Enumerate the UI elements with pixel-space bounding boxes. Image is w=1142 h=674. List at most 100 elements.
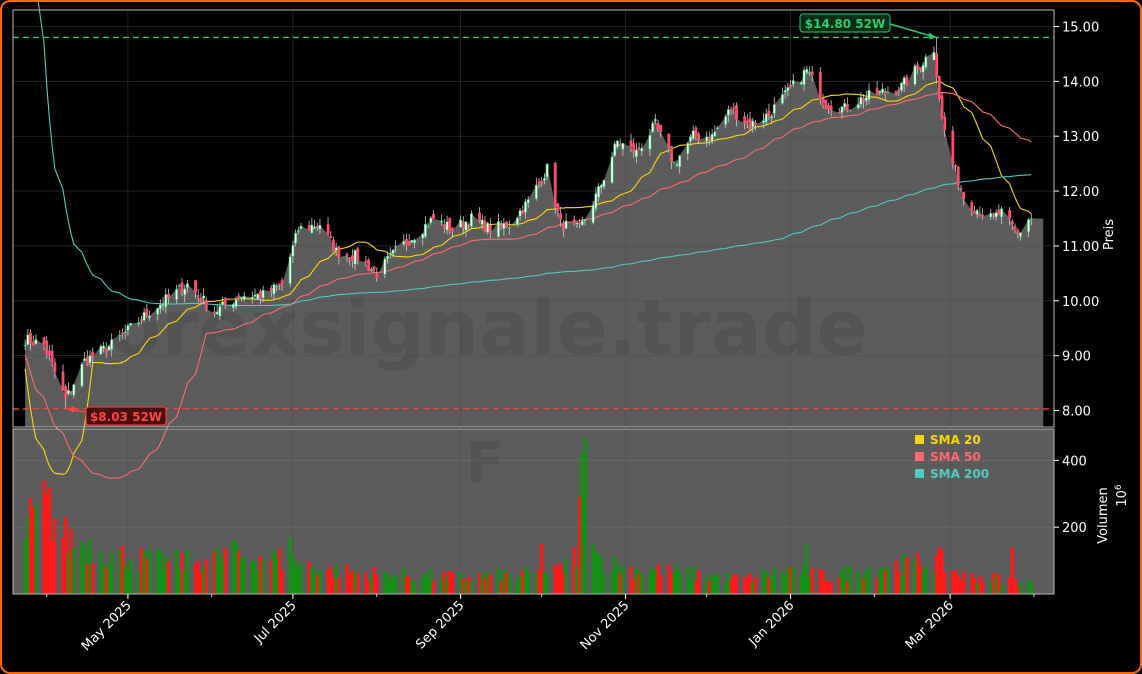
volume-bar <box>629 566 633 594</box>
candle <box>837 107 841 114</box>
volume-bar <box>694 580 698 594</box>
volume-bar <box>745 577 749 594</box>
candle <box>572 215 576 226</box>
candle <box>772 97 776 118</box>
volume-bar <box>467 576 471 594</box>
candle <box>129 323 133 327</box>
volume-bar <box>421 576 425 594</box>
candle-body <box>223 298 227 306</box>
candle <box>637 142 641 151</box>
price-panel-border <box>12 9 1055 428</box>
candle <box>486 221 490 235</box>
volume-bar <box>220 556 225 594</box>
candle <box>280 277 284 291</box>
volume-bar <box>542 572 547 594</box>
candle-body <box>1010 221 1014 225</box>
candle <box>175 285 178 304</box>
candle-body <box>640 148 644 152</box>
volume-bar <box>1016 586 1020 594</box>
volume-bar <box>215 547 219 594</box>
volume-bar <box>905 557 909 594</box>
volume-bar <box>564 559 568 594</box>
candle <box>459 215 462 228</box>
candle <box>394 240 398 253</box>
candle-body <box>426 226 430 228</box>
candle-body <box>102 345 105 349</box>
candle-body <box>613 143 617 157</box>
volume-bar <box>299 565 303 594</box>
price-area <box>25 52 1044 428</box>
volume-bar <box>864 570 868 594</box>
candle-body <box>451 227 454 232</box>
candle <box>867 83 871 105</box>
candle <box>559 207 563 227</box>
volume-bar <box>767 577 771 594</box>
candle <box>448 217 452 235</box>
candle-body <box>413 239 417 244</box>
candle-body <box>656 122 660 130</box>
candle-body <box>123 331 127 334</box>
candle-body <box>483 220 487 233</box>
candle <box>367 258 371 272</box>
candle <box>234 296 238 310</box>
candle <box>648 128 652 156</box>
candle <box>905 74 909 86</box>
candle <box>356 246 360 265</box>
candle-body <box>659 124 663 133</box>
candle-body <box>237 295 241 300</box>
candle-body <box>367 259 371 271</box>
volume-bar <box>431 580 436 594</box>
candle-body <box>978 213 982 217</box>
candle <box>107 344 111 352</box>
candle-body <box>881 88 884 93</box>
candle <box>729 106 733 116</box>
candle-body <box>313 226 316 230</box>
candle <box>545 163 549 180</box>
candle-body <box>502 223 506 230</box>
volume-tick-label: 400 <box>1062 454 1087 469</box>
candle-body <box>448 217 452 232</box>
candle <box>526 196 530 208</box>
volume-bar <box>202 567 206 594</box>
candle-body <box>61 371 65 391</box>
candle-body <box>288 256 292 285</box>
candle <box>142 307 146 323</box>
candle <box>421 233 425 246</box>
candle-body <box>275 285 279 287</box>
candle <box>672 161 676 163</box>
candle-body <box>259 291 262 299</box>
candle-body <box>1000 208 1003 218</box>
candle-body <box>537 181 541 184</box>
candle <box>177 283 181 287</box>
candle-body <box>859 96 863 105</box>
candle <box>694 125 698 141</box>
volume-bar <box>234 542 238 594</box>
volume-bar <box>894 560 898 594</box>
candle <box>997 204 1001 216</box>
candle <box>656 119 660 132</box>
candle-body <box>867 89 871 100</box>
candle <box>583 219 587 226</box>
candle <box>64 384 68 409</box>
candle <box>992 212 995 220</box>
volume-bar <box>242 556 246 594</box>
candle-body <box>916 64 920 69</box>
candle <box>88 350 92 367</box>
volume-bar <box>450 572 455 594</box>
candle-body <box>332 239 335 252</box>
candle-body <box>118 335 122 337</box>
volume-bar <box>388 581 392 594</box>
volume-bar <box>212 551 217 594</box>
candle <box>215 304 219 315</box>
volume-bar <box>859 578 863 594</box>
candle-body <box>407 241 411 246</box>
volume-bar <box>534 572 538 594</box>
volume-bar <box>829 581 833 594</box>
volume-bar <box>312 570 317 594</box>
candle <box>83 352 87 362</box>
candle <box>902 75 906 92</box>
volume-bar <box>656 564 660 594</box>
candle-body <box>213 311 216 314</box>
volume-bar <box>675 564 679 594</box>
volume-bar <box>523 566 528 594</box>
